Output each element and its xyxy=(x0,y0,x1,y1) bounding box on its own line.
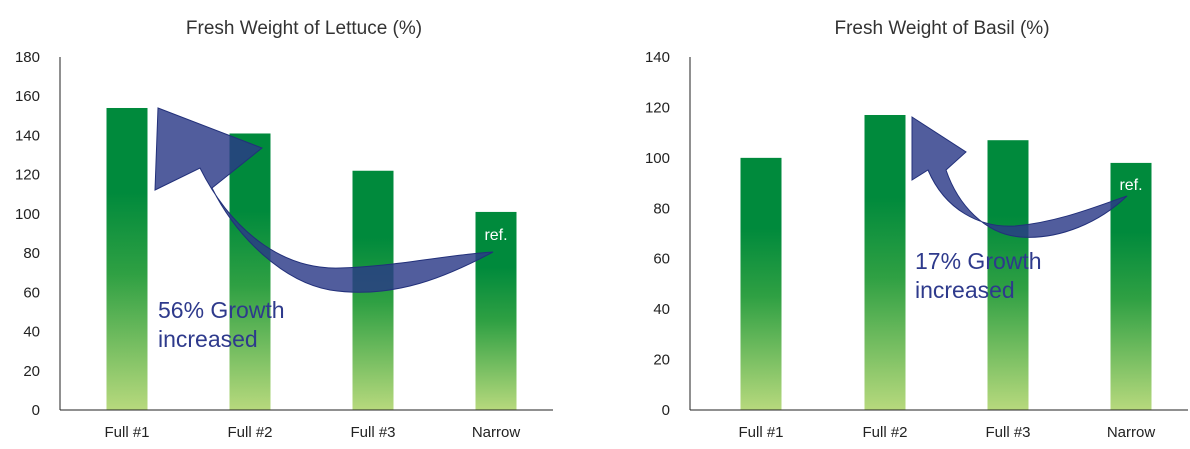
lettuce-growth-arrow-shape xyxy=(154,107,494,293)
basil-axes xyxy=(689,57,1188,411)
basil-y-axis-ticks: 0 20 40 60 80 100 120 140 xyxy=(645,49,670,419)
basil-x-tick-label: Narrow xyxy=(1107,424,1156,441)
lettuce-y-tick-label: 160 xyxy=(15,88,40,105)
lettuce-y-tick-label: 100 xyxy=(15,206,40,223)
basil-chart-title: Fresh Weight of Basil (%) xyxy=(834,18,1049,39)
lettuce-y-tick-label: 80 xyxy=(23,245,40,262)
lettuce-reference-label: ref. xyxy=(484,227,507,244)
basil-bar-full-1 xyxy=(740,157,782,410)
lettuce-x-tick-label: Full #1 xyxy=(104,424,149,441)
basil-y-tick-label: 80 xyxy=(653,200,670,217)
basil-bar-full-2 xyxy=(864,114,906,410)
lettuce-growth-annotation-line2: increased xyxy=(158,326,258,352)
lettuce-y-tick-label: 40 xyxy=(23,324,40,341)
basil-growth-annotation-line2: increased xyxy=(915,277,1015,303)
lettuce-x-tick-label: Narrow xyxy=(472,424,521,441)
lettuce-y-tick-label: 140 xyxy=(15,127,40,144)
basil-growth-arrow xyxy=(911,116,1128,238)
lettuce-axes xyxy=(59,57,553,411)
lettuce-growth-arrow xyxy=(154,107,494,293)
basil-y-tick-label: 120 xyxy=(645,99,670,116)
lettuce-y-axis-ticks: 0 20 40 60 80 100 120 140 160 180 xyxy=(15,49,40,419)
basil-x-tick-label: Full #1 xyxy=(738,424,783,441)
basil-y-tick-label: 100 xyxy=(645,150,670,167)
basil-reference-label: ref. xyxy=(1119,177,1142,194)
lettuce-bar-narrow xyxy=(475,211,517,410)
lettuce-x-tick-label: Full #3 xyxy=(350,424,395,441)
basil-bar-full-3 xyxy=(987,140,1029,410)
lettuce-bar-full-2 xyxy=(229,133,271,410)
lettuce-y-tick-label: 180 xyxy=(15,49,40,66)
basil-y-tick-label: 20 xyxy=(653,352,670,369)
basil-y-tick-label: 60 xyxy=(653,251,670,268)
basil-x-axis-ticks: Full #1 Full #2 Full #3 Narrow xyxy=(738,424,1155,441)
lettuce-chart: Fresh Weight of Lettuce (%) 0 20 40 60 80 100… xyxy=(15,18,553,441)
basil-growth-arrow-shape xyxy=(911,116,1128,238)
lettuce-y-tick-label: 0 xyxy=(32,402,40,419)
lettuce-y-tick-label: 120 xyxy=(15,167,40,184)
lettuce-bar-full-1 xyxy=(106,107,148,410)
basil-y-tick-label: 140 xyxy=(645,49,670,66)
basil-y-tick-label: 40 xyxy=(653,301,670,318)
lettuce-y-tick-label: 60 xyxy=(23,284,40,301)
basil-chart: Fresh Weight of Basil (%) 0 20 40 60 80 100 12… xyxy=(645,18,1188,441)
basil-growth-annotation-line1: 17% Growth xyxy=(915,248,1042,274)
basil-x-tick-label: Full #3 xyxy=(985,424,1030,441)
lettuce-growth-annotation-line1: 56% Growth xyxy=(158,297,285,323)
lettuce-chart-title: Fresh Weight of Lettuce (%) xyxy=(186,18,422,39)
lettuce-x-tick-label: Full #2 xyxy=(227,424,272,441)
basil-x-tick-label: Full #2 xyxy=(862,424,907,441)
lettuce-x-axis-ticks: Full #1 Full #2 Full #3 Narrow xyxy=(104,424,520,441)
basil-y-tick-label: 0 xyxy=(662,402,670,419)
lettuce-y-tick-label: 20 xyxy=(23,363,40,380)
